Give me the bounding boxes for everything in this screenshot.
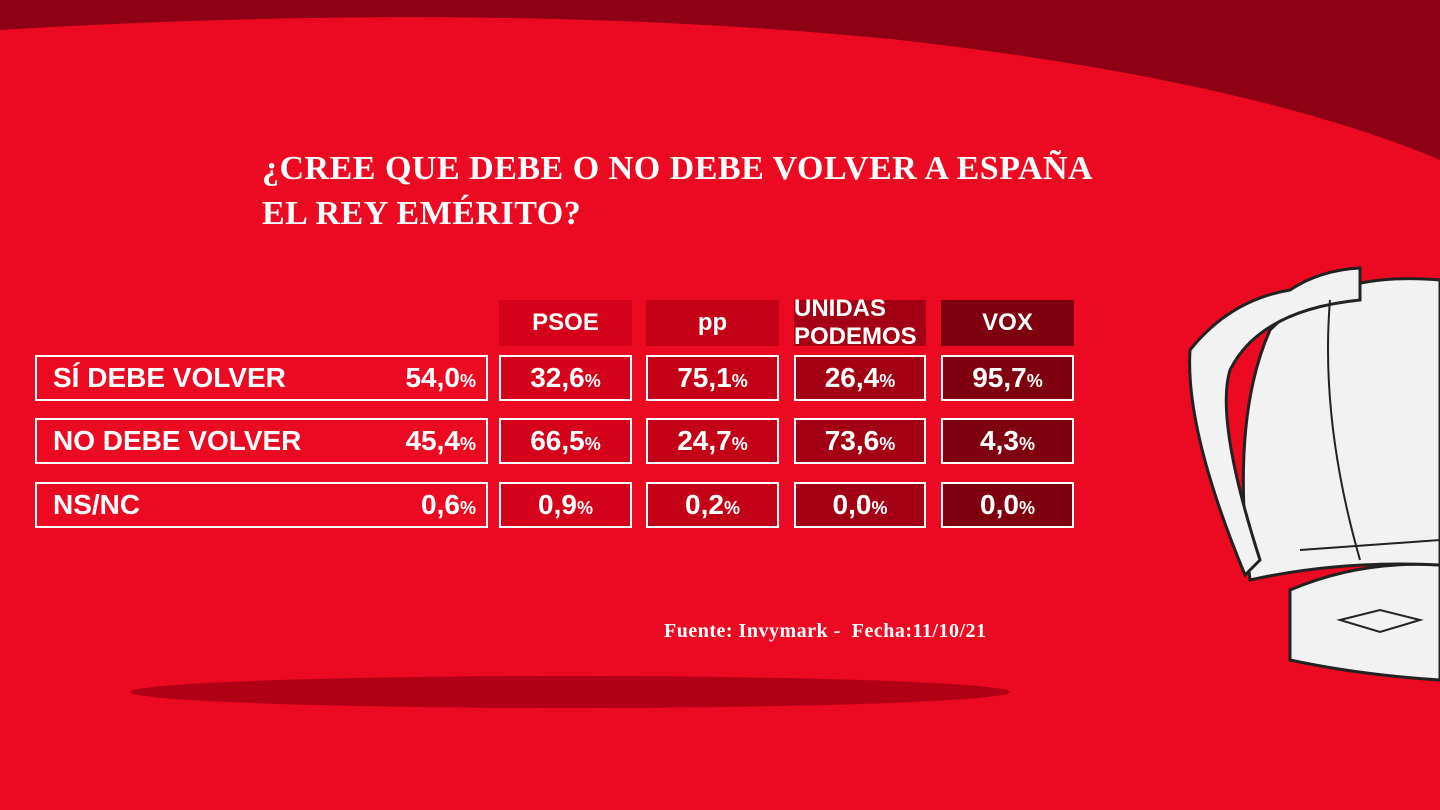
unit: % (459, 498, 476, 518)
cell-value: 45,4% (405, 425, 476, 457)
unit: % (879, 434, 896, 454)
unit: % (731, 371, 748, 391)
unit: % (879, 371, 896, 391)
number: 26,4 (824, 362, 880, 393)
unit: % (459, 371, 476, 391)
cell-value: 0,2% (685, 489, 740, 521)
number: 4,3 (980, 425, 1019, 456)
cell-value: 54,0% (405, 362, 476, 394)
number: 54,0 (405, 362, 460, 393)
number: 32,6 (530, 362, 585, 393)
unit: % (871, 498, 888, 518)
source: Fuente: Invymark - Fecha:11/10/21 (664, 620, 987, 642)
unit: % (723, 498, 740, 518)
cell-value: 0,6% (421, 489, 476, 521)
cell: 26,4% (794, 355, 926, 401)
cell: 32,6% (499, 355, 632, 401)
unit: % (731, 434, 748, 454)
column-header: VOX (941, 300, 1074, 346)
number: 45,4 (405, 425, 460, 456)
cell: 4,3% (941, 418, 1074, 464)
column-header: UNIDAS PODEMOS (794, 295, 926, 350)
title-line: ¿CREE QUE DEBE O NO DEBE VOLVER A ESPAÑA (262, 150, 1094, 187)
cell: SÍ DEBE VOLVER 54,0% (35, 355, 488, 401)
cell: 75,1% (646, 355, 779, 401)
cell-value: 26,4% (825, 362, 896, 394)
cell: 73,6% (794, 418, 926, 464)
cell-value: 66,5% (530, 425, 601, 457)
row-label: NO DEBE VOLVER (53, 425, 302, 456)
number: 0,0 (832, 489, 872, 520)
number: 95,7 (972, 362, 1027, 393)
unit: % (584, 371, 601, 391)
row-label: NS/NC (53, 489, 141, 520)
cell: 0,2% (646, 482, 779, 528)
cell-value: 32,6% (530, 362, 601, 394)
number: 24,7 (677, 425, 732, 456)
cell: 0,0% (941, 482, 1074, 528)
unit: % (1026, 371, 1043, 391)
row-label: SÍ DEBE VOLVER (53, 362, 286, 393)
cell-value: 75,1% (677, 362, 748, 394)
cell-value: 4,3% (980, 425, 1035, 457)
cell: 66,5% (499, 418, 632, 464)
number: 73,6 (824, 425, 880, 456)
number: 0,2 (685, 489, 724, 520)
unit: % (576, 498, 593, 518)
cell: 24,7% (646, 418, 779, 464)
cell-value: 0,0% (833, 489, 888, 521)
number: 0,9 (538, 489, 577, 520)
title-line: EL REY EMÉRITO? (262, 195, 582, 232)
unit: % (1018, 498, 1035, 518)
unit: % (584, 434, 601, 454)
cell: NS/NC 0,6% (35, 482, 488, 528)
number: 0,0 (980, 489, 1019, 520)
cell: 95,7% (941, 355, 1074, 401)
unit: % (1018, 434, 1035, 454)
number: 0,6 (421, 489, 460, 520)
title: ¿CREE QUE DEBE O NO DEBE VOLVER A ESPAÑA… (262, 146, 1093, 236)
column-header: pp (646, 300, 779, 346)
unit: % (459, 434, 476, 454)
cell-value: 0,9% (538, 489, 593, 521)
number: 66,5 (530, 425, 585, 456)
cell: NO DEBE VOLVER 45,4% (35, 418, 488, 464)
cell-value: 95,7% (972, 362, 1043, 394)
cell-value: 73,6% (825, 425, 896, 457)
column-header: PSOE (499, 300, 632, 346)
cell-value: 0,0% (980, 489, 1035, 521)
cell: 0,0% (794, 482, 926, 528)
number: 75,1 (677, 362, 732, 393)
cell-value: 24,7% (677, 425, 748, 457)
cell: 0,9% (499, 482, 632, 528)
